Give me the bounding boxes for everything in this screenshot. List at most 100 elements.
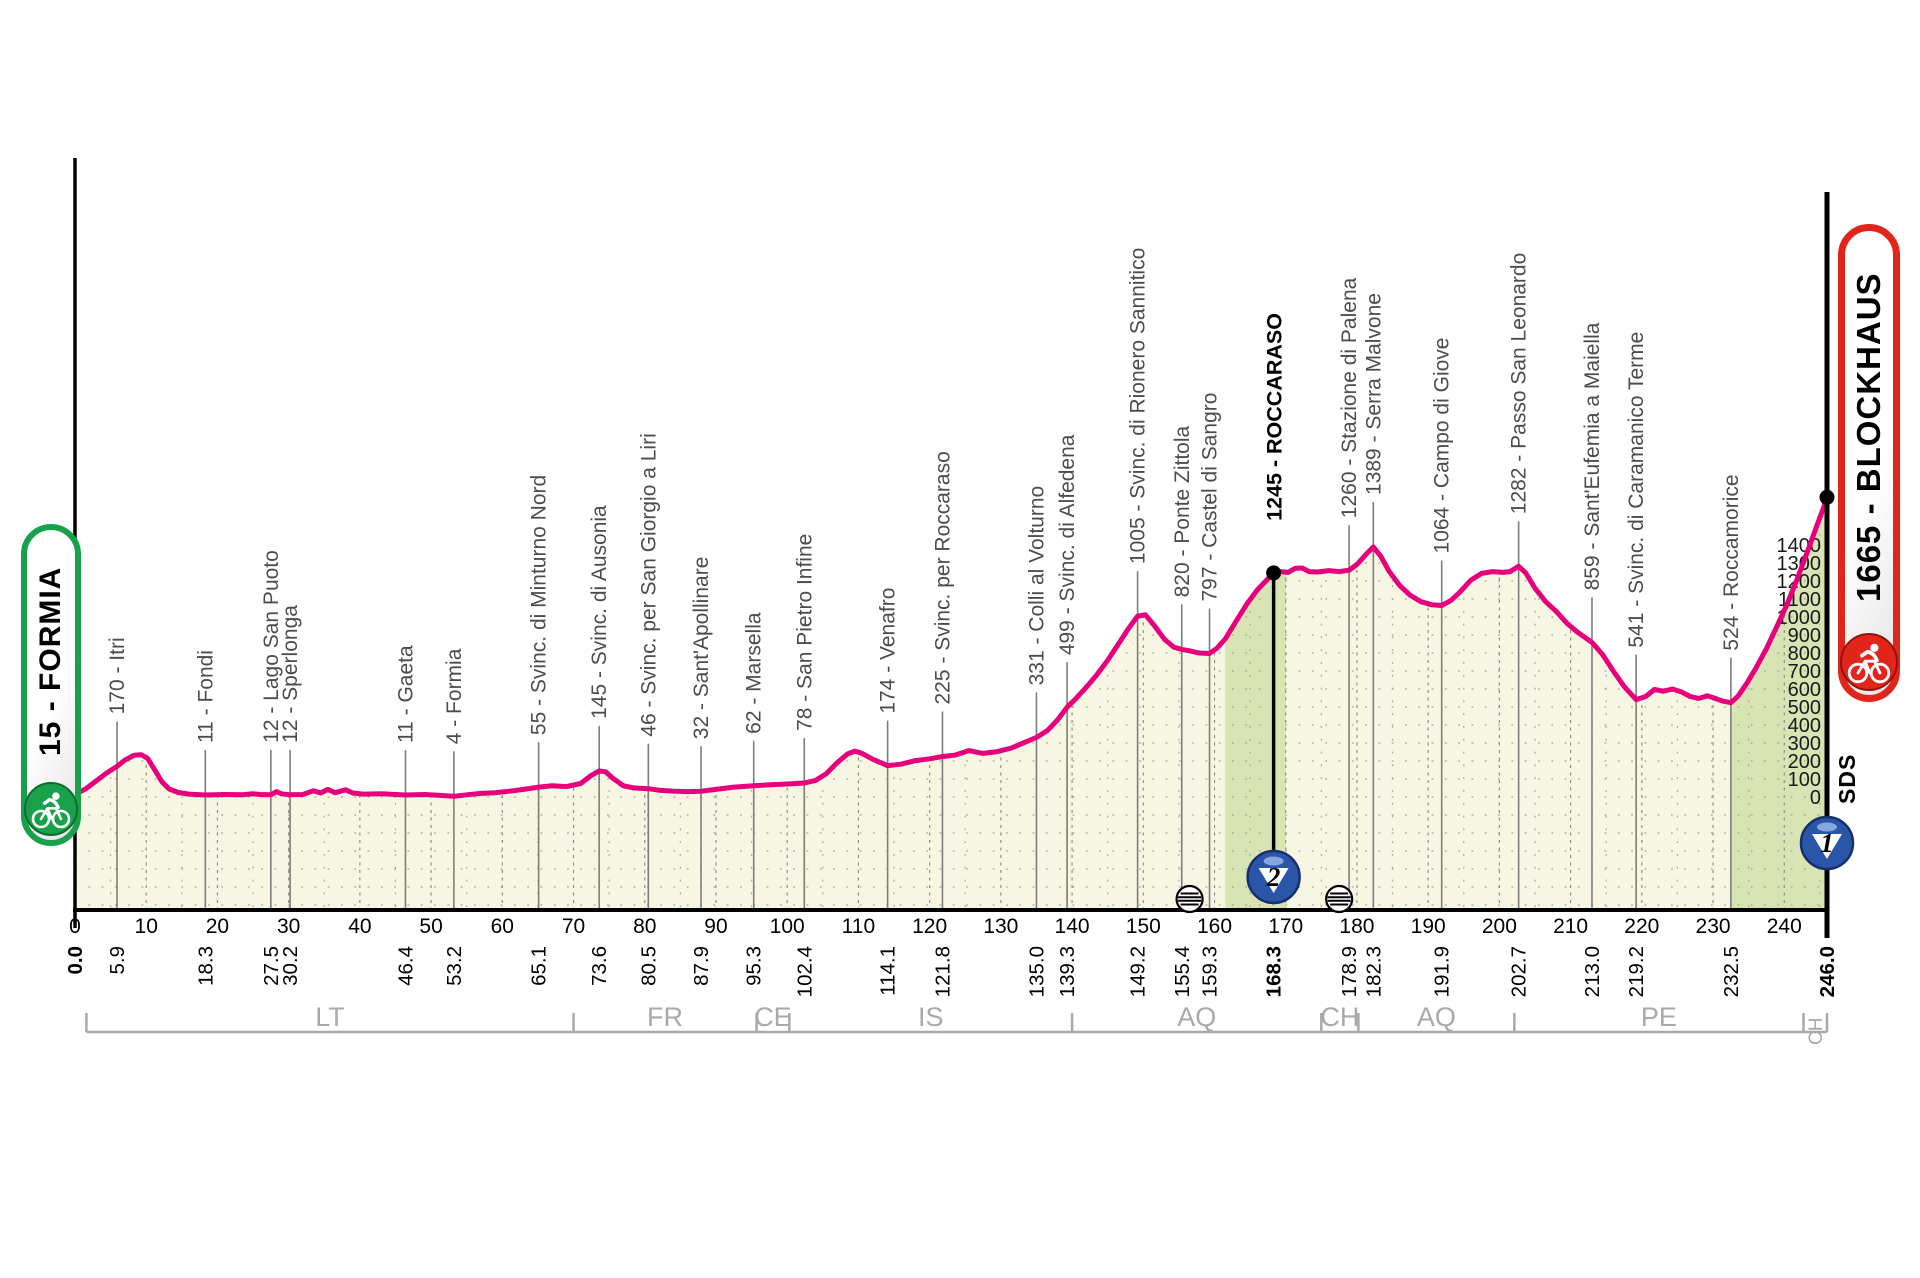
distance-label: 149.2	[1127, 946, 1150, 997]
elevation-tick-label: 400	[1788, 715, 1821, 737]
distance-label: 139.3	[1056, 946, 1079, 997]
feed-zone-icon	[1325, 884, 1354, 914]
distance-label: 102.4	[793, 946, 816, 997]
x-tick-label: 240	[1767, 915, 1802, 938]
province-label: CE	[754, 1002, 792, 1032]
x-tick-label: 80	[633, 915, 656, 938]
waypoint-label: 78 - San Pietro Infine	[793, 534, 816, 731]
distance-label: 232.5	[1720, 946, 1743, 997]
x-tick-label: 230	[1696, 915, 1731, 938]
province-label: LT	[315, 1002, 345, 1032]
province-label: IS	[918, 1002, 944, 1032]
x-tick-label: 90	[704, 915, 727, 938]
start-cyclist-icon	[24, 782, 78, 836]
distance-label: 5.9	[106, 946, 129, 975]
waypoint-label: 46 - Svinc. per San Giorgio a Liri	[637, 433, 660, 736]
distance-label: 182.3	[1362, 946, 1385, 997]
distance-label: 65.1	[528, 946, 551, 986]
distance-label: 191.9	[1431, 946, 1454, 997]
x-tick-label: 100	[770, 915, 805, 938]
x-tick-label: 50	[419, 915, 442, 938]
finish-badge-label: 1665 - BLOCKHAUS	[1850, 272, 1887, 602]
waypoint-label: 4 - Formia	[443, 648, 466, 744]
distance-label: 0.0	[64, 946, 87, 975]
waypoint-label: 820 - Ponte Zittola	[1171, 425, 1194, 597]
distance-label: 80.5	[637, 946, 660, 986]
waypoint-label: 331 - Colli al Volturno	[1025, 486, 1048, 686]
distance-label: 135.0	[1025, 946, 1048, 997]
distance-label: 73.6	[588, 946, 611, 986]
distance-label: 53.2	[443, 946, 466, 986]
x-tick-label: 10	[135, 915, 158, 938]
x-tick-label: 180	[1339, 915, 1374, 938]
waypoint-label: 1282 - Passo San Leonardo	[1508, 253, 1531, 515]
elevation-tick-label: 600	[1788, 679, 1821, 701]
profile-line	[72, 494, 1830, 799]
elevation-tick-label: 1300	[1777, 553, 1822, 575]
x-tick-label: 130	[983, 915, 1018, 938]
finish-badge: 1665 - BLOCKHAUS	[1838, 224, 1900, 702]
x-tick-label: 20	[206, 915, 229, 938]
x-tick-label: 70	[562, 915, 585, 938]
summit-dot	[1266, 565, 1282, 581]
distance-label: 168.3	[1263, 946, 1286, 997]
waypoint-label: 225 - Svinc. per Roccaraso	[931, 451, 954, 704]
waypoint-label: 12 - Lago San Puoto	[260, 550, 283, 743]
distance-label: 46.4	[394, 946, 417, 986]
x-tick-label: 0	[69, 915, 81, 938]
climb-section	[1225, 497, 1286, 910]
elevation-tick-label: 200	[1788, 751, 1821, 773]
distance-label: 155.4	[1171, 946, 1194, 997]
elevation-tick-label: 1000	[1777, 607, 1822, 629]
waypoint-label: 1005 - Svinc. di Rionero Sannitico	[1127, 248, 1150, 564]
waypoint-label: 541 - Svinc. di Caramanico Terme	[1625, 332, 1648, 648]
distance-label: 95.3	[743, 946, 766, 986]
distance-label: 246.0	[1816, 946, 1839, 997]
province-label: CH	[1320, 1002, 1359, 1032]
elevation-tick-label: 300	[1788, 733, 1821, 755]
x-tick-label: 60	[491, 915, 514, 938]
elevation-tick-label: 0	[1810, 787, 1821, 809]
profile-area	[75, 497, 1827, 910]
x-tick-label: 160	[1197, 915, 1232, 938]
waypoint-label: 62 - Marsella	[743, 612, 766, 734]
x-tick-label: 190	[1411, 915, 1446, 938]
waypoint-label: 797 - Castel di Sangro	[1199, 393, 1222, 602]
x-tick-label: 40	[348, 915, 371, 938]
elevation-tick-label: 700	[1788, 661, 1821, 683]
waypoint-label: 11 - Fondi	[194, 650, 217, 743]
elevation-tick-label: 900	[1788, 625, 1821, 647]
distance-label: 178.9	[1338, 946, 1361, 997]
waypoint-label: 524 - Roccamorice	[1720, 474, 1743, 650]
elevation-tick-label: 1200	[1777, 571, 1822, 593]
waypoint-label: 499 - Svinc. di Alfedena	[1056, 434, 1079, 655]
x-tick-label: 210	[1553, 915, 1588, 938]
waypoint-label: 1260 - Stazione di Palena	[1338, 277, 1361, 518]
x-tick-label: 170	[1268, 915, 1303, 938]
elevation-tick-label: 800	[1788, 643, 1821, 665]
distance-label: 219.2	[1625, 946, 1648, 997]
waypoint-label: 12 - Sperlonga	[279, 605, 302, 743]
elevation-tick-label: 500	[1788, 697, 1821, 719]
waypoint-label: 11 - Gaeta	[394, 645, 417, 743]
waypoint-label: 859 - Sant'Eufemia a Maiella	[1581, 322, 1604, 590]
province-label: FR	[647, 1002, 683, 1032]
distance-label: 114.1	[877, 946, 900, 996]
sds-watermark: SDS	[1834, 753, 1860, 804]
distance-label: 159.3	[1199, 946, 1222, 997]
start-badge: 15 - FORMIA	[21, 524, 81, 846]
distance-label: 213.0	[1581, 946, 1604, 997]
elevation-tick-label: 100	[1788, 769, 1821, 791]
province-label: AQ	[1417, 1002, 1456, 1032]
start-badge-label: 15 - FORMIA	[34, 566, 67, 756]
distance-label: 27.5	[260, 946, 283, 986]
distance-label: 30.2	[279, 946, 302, 986]
waypoint-label: 1064 - Campo di Giove	[1431, 338, 1454, 554]
x-tick-label: 140	[1055, 915, 1090, 938]
distance-label: 121.8	[931, 946, 954, 997]
waypoint-label: 174 - Venafro	[877, 588, 900, 714]
x-tick-label: 150	[1126, 915, 1161, 938]
summit-label: 1245 - ROCCARASO	[1263, 313, 1287, 521]
